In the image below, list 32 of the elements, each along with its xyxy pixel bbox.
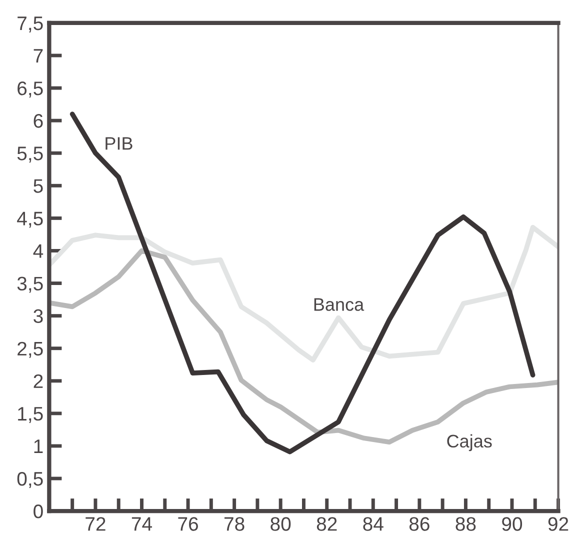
y-tick-label: 6 [34, 114, 43, 128]
line-series [70, 112, 536, 454]
y-tick-label: 0,5 [17, 472, 43, 488]
y-tick-label: 1,5 [18, 407, 43, 423]
y-tick-label: 3 [34, 309, 43, 324]
y-tick-label: 3,5 [17, 276, 43, 293]
x-tick-label: 92 [548, 517, 568, 531]
series-label: Cajas [447, 434, 492, 452]
line-series [49, 224, 558, 362]
y-tick-label: 1 [34, 440, 43, 454]
x-tick-label: 90 [502, 517, 522, 531]
y-tick-label: 6,5 [18, 82, 43, 98]
x-tick-label: 74 [132, 517, 152, 531]
y-tick-label: 7 [34, 49, 43, 63]
x-tick-label: 86 [409, 517, 430, 531]
y-tick-label: 5,5 [17, 146, 43, 163]
x-tick-label: 88 [456, 517, 476, 531]
x-tick-label: 84 [363, 517, 384, 531]
x-tick-label: 80 [270, 517, 291, 531]
y-tick-label: 4 [33, 244, 44, 258]
y-tick-label: 0 [34, 504, 43, 518]
x-tick-label: 76 [178, 517, 198, 531]
series-label: PIB [106, 137, 132, 150]
x-tick-label: 78 [224, 517, 244, 531]
y-tick-label: 2,5 [18, 342, 43, 358]
x-tick-label: 72 [86, 517, 106, 531]
x-tick-label: 82 [316, 517, 337, 531]
y-tick-label: 7,5 [18, 16, 43, 32]
y-tick-label: 5 [34, 179, 43, 193]
series-label: Banca [314, 298, 364, 311]
y-tick-label: 4,5 [17, 212, 43, 228]
y-tick-label: 2 [34, 374, 43, 388]
